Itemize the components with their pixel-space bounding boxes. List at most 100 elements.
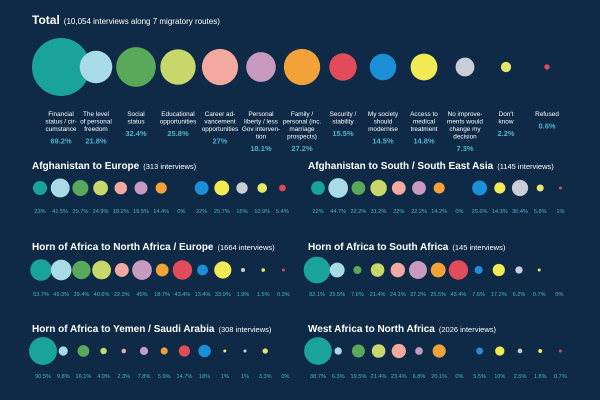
- value-label: 17.2%: [491, 292, 507, 298]
- value-label: 4.9%: [97, 374, 110, 380]
- title-text: Horn of Africa to Yemen / Saudi Arabia: [32, 324, 215, 335]
- title-text: Afghanistan to South / South East Asia: [308, 161, 494, 172]
- bubble: [369, 53, 397, 81]
- value-label: 49.3%: [53, 292, 69, 298]
- bubble: [536, 184, 544, 192]
- value-label: 18.7%: [154, 292, 170, 298]
- category-label: Security /: [330, 111, 357, 118]
- bubble: [334, 347, 342, 355]
- value-label: 25.5%: [329, 292, 345, 298]
- category-label: status: [127, 119, 144, 126]
- category-label: Refused: [535, 111, 559, 118]
- bubble: [351, 344, 365, 358]
- category-label: Educational: [161, 111, 194, 118]
- value-label: 18.2%: [113, 209, 129, 215]
- category-label: No improve-: [448, 111, 483, 118]
- bubble: [495, 346, 505, 356]
- category-label: ments would: [447, 119, 483, 126]
- bubble: [93, 180, 108, 196]
- value-label: 18%: [199, 374, 210, 380]
- value-label: 82.1%: [309, 292, 325, 298]
- value-label: 25.5%: [430, 292, 446, 298]
- bubble: [32, 180, 48, 196]
- value-label: 14.8%: [413, 137, 435, 146]
- value-label: 27.2%: [291, 144, 313, 153]
- bubble: [370, 179, 387, 197]
- category-label: opportunities: [202, 126, 239, 133]
- bubble: [538, 349, 543, 353]
- bubble: [32, 38, 90, 96]
- bubble: [412, 181, 426, 195]
- value-label: 0.6%: [538, 122, 555, 131]
- value-label: 22%: [196, 209, 207, 215]
- value-label: 22.2%: [350, 209, 366, 215]
- bubble: [544, 64, 550, 70]
- bubble: [329, 53, 357, 81]
- subtitle-text: (313 interviews): [143, 162, 196, 171]
- value-label: 6.2%: [513, 292, 526, 298]
- value-label: 25.6%: [472, 209, 488, 215]
- value-label: 5.5%: [473, 374, 486, 380]
- value-label: 14.2%: [431, 209, 447, 215]
- bubble: [246, 52, 276, 82]
- category-label: Career ad-: [205, 111, 236, 118]
- title-text: Total: [32, 13, 60, 27]
- value-label: 6.3%: [332, 374, 345, 380]
- bubble: [391, 343, 406, 359]
- value-label: 20.1%: [431, 374, 447, 380]
- bubble: [558, 349, 562, 353]
- bubble: [351, 181, 366, 195]
- bubble: [390, 262, 406, 278]
- category-label: opportunities: [160, 119, 197, 126]
- value-label: 5.4%: [276, 209, 289, 215]
- value-label: 1.5%: [257, 292, 270, 298]
- value-label: 23.4%: [391, 374, 407, 380]
- value-label: 25.8%: [167, 129, 189, 138]
- value-label: 43.4%: [450, 292, 466, 298]
- value-label: 0%: [177, 209, 185, 215]
- panel-title: Afghanistan to South / South East Asia (1…: [308, 161, 554, 172]
- bubble: [155, 182, 167, 194]
- value-label: 29.7%: [72, 209, 88, 215]
- value-label: 37.2%: [410, 292, 426, 298]
- value-label: 10.9%: [254, 209, 270, 215]
- bubble: [500, 61, 512, 73]
- value-label: 5.8%: [534, 209, 547, 215]
- bubble: [515, 266, 523, 274]
- value-label: 32.4%: [125, 129, 147, 138]
- value-label: 22.3%: [114, 292, 130, 298]
- category-label: treatment: [411, 126, 438, 133]
- value-label: 21.4%: [370, 292, 386, 298]
- bubble: [72, 179, 89, 197]
- bubble: [29, 337, 57, 365]
- category-label: tion: [256, 134, 267, 141]
- value-label: 19.5%: [350, 374, 366, 380]
- value-label: 15%: [236, 209, 247, 215]
- bubble: [433, 182, 445, 194]
- title-text: Horn of Africa to North Africa / Europe: [32, 242, 214, 253]
- value-label: 69.2%: [50, 137, 72, 146]
- bubble: [236, 182, 248, 194]
- value-label: 14.7%: [176, 374, 192, 380]
- value-label: 45%: [136, 292, 147, 298]
- value-label: 22%: [393, 209, 404, 215]
- bubble: [178, 345, 191, 357]
- value-label: 22%: [312, 209, 323, 215]
- bubble: [472, 180, 488, 196]
- bubble: [391, 181, 406, 195]
- category-label: modernise: [368, 126, 398, 133]
- bubble: [72, 260, 91, 280]
- category-label: should: [374, 119, 393, 126]
- value-label: 41.5%: [52, 209, 68, 215]
- bubble: [492, 263, 505, 277]
- bubble: [100, 347, 107, 355]
- value-label: 10%: [494, 374, 505, 380]
- bubble: [30, 259, 52, 281]
- panel-title: Afghanistan to Europe (313 interviews): [32, 161, 197, 172]
- bubble: [160, 49, 196, 85]
- category-label: The level: [83, 111, 109, 118]
- bubble: [430, 262, 446, 278]
- panel-title: Horn of Africa to South Africa (145 inter…: [308, 242, 506, 253]
- value-label: 22.2%: [411, 209, 427, 215]
